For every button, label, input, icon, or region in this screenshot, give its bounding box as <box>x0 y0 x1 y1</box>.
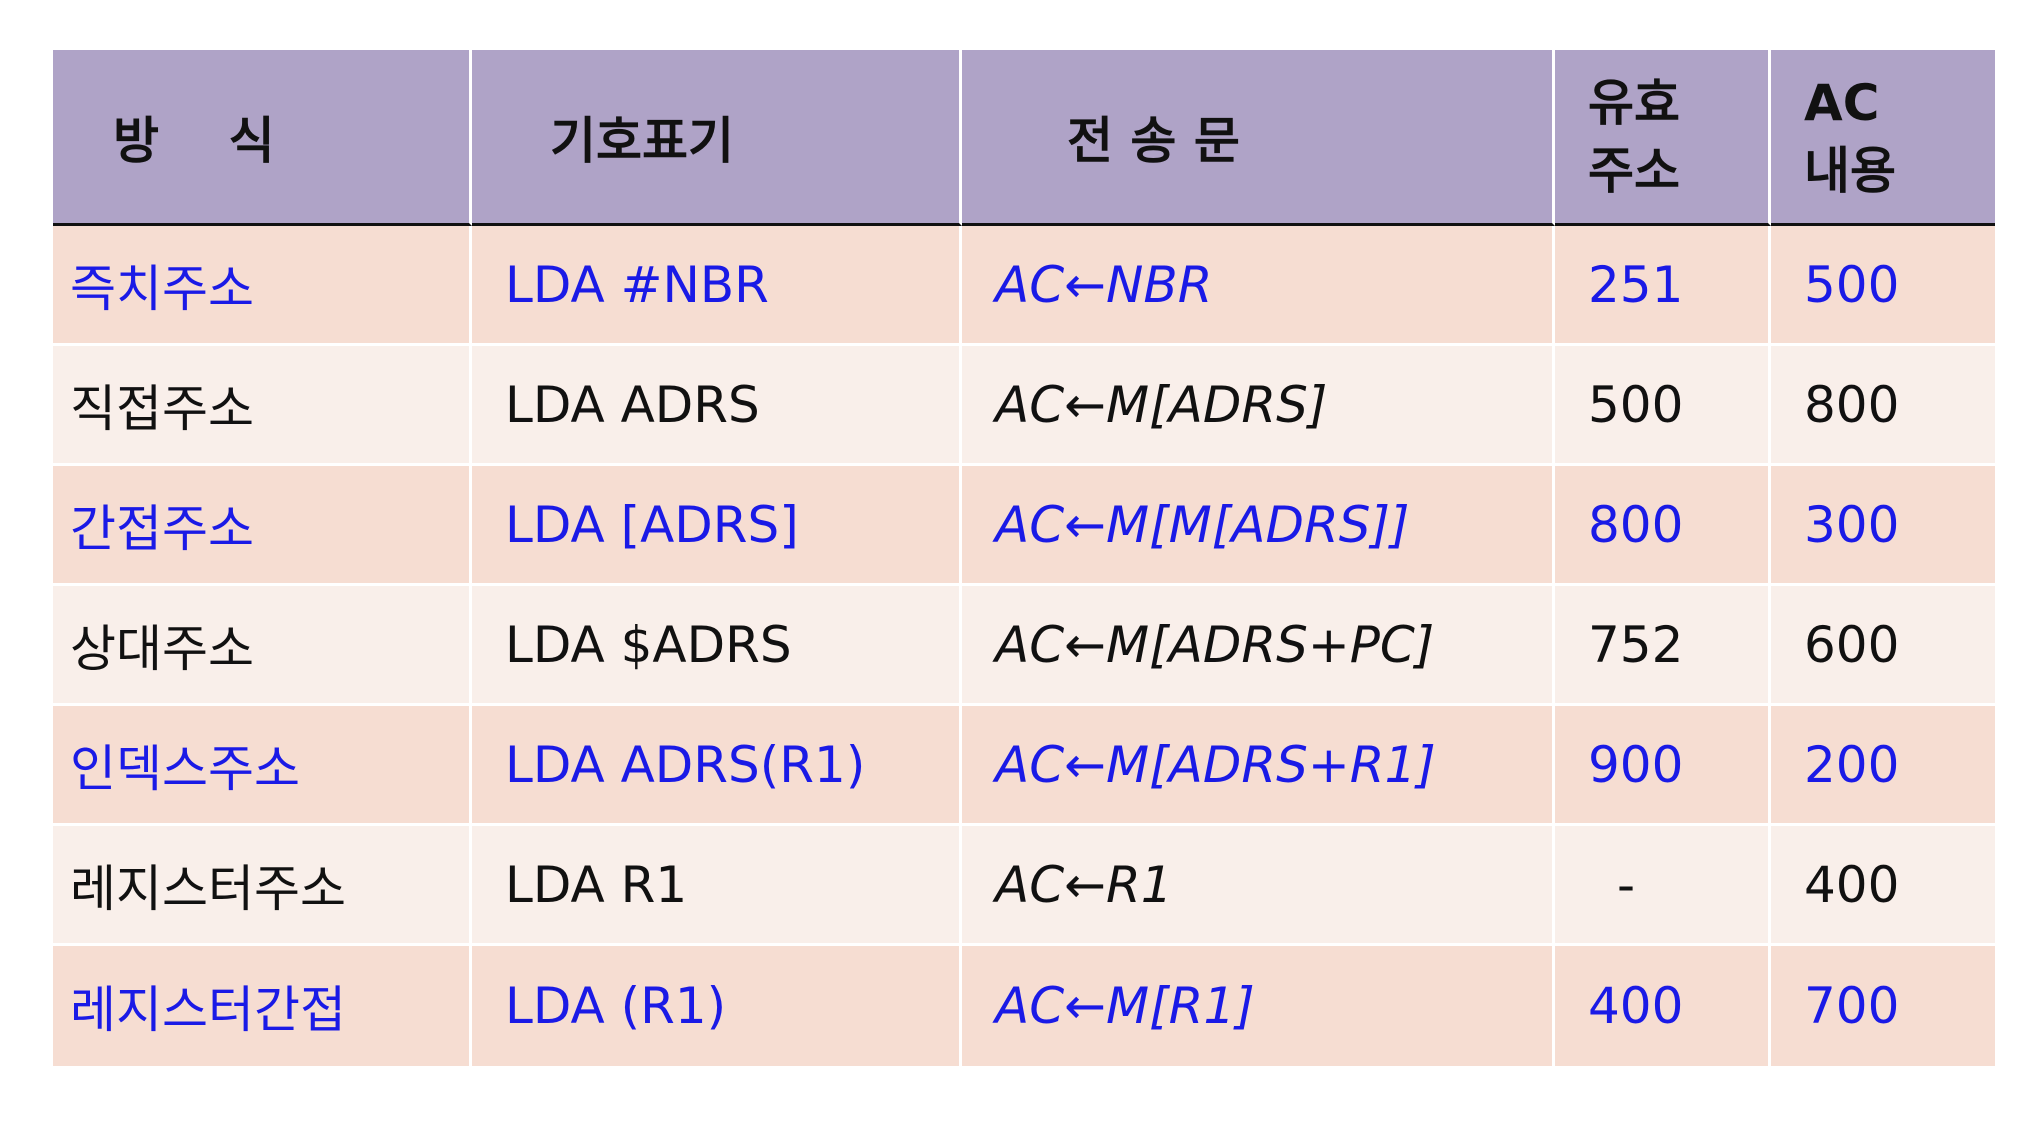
cell-effective-address: 400 <box>1555 946 1771 1066</box>
cell-transfer: AC←M[ADRS] <box>962 346 1555 466</box>
cell-transfer-text: AC←M[ADRS] <box>995 375 1328 434</box>
cell-mode: 직접주소 <box>53 346 472 466</box>
cell-transfer: AC←M[ADRS+PC] <box>962 586 1555 706</box>
cell-mode-text: 직접주소 <box>70 379 254 438</box>
cell-notation: LDA (R1) <box>472 946 962 1066</box>
cell-ac-content: 600 <box>1771 586 1995 706</box>
cell-effective-address: 500 <box>1555 346 1771 466</box>
cell-transfer-text: AC←M[M[ADRS]] <box>995 495 1410 554</box>
cell-effective-address-text: 800 <box>1588 495 1684 554</box>
cell-effective-address-text: 400 <box>1588 977 1684 1035</box>
cell-effective-address-text: - <box>1617 855 1636 914</box>
cell-notation: LDA ADRS <box>472 346 962 466</box>
header-notation: 기호표기 <box>472 50 962 226</box>
cell-notation-text: LDA ADRS <box>505 375 760 434</box>
cell-effective-address-text: 752 <box>1588 615 1684 674</box>
cell-notation: LDA ADRS(R1) <box>472 706 962 826</box>
cell-effective-address: 900 <box>1555 706 1771 826</box>
cell-mode-text: 레지스터주소 <box>70 859 346 918</box>
cell-transfer: AC←R1 <box>962 826 1555 946</box>
cell-notation-text: LDA (R1) <box>505 977 727 1035</box>
cell-mode: 즉치주소 <box>53 226 472 346</box>
cell-transfer: AC←M[ADRS+R1] <box>962 706 1555 826</box>
cell-ac-content-text: 200 <box>1804 735 1900 794</box>
cell-notation-text: LDA [ADRS] <box>505 495 799 554</box>
cell-mode: 레지스터주소 <box>53 826 472 946</box>
cell-mode: 상대주소 <box>53 586 472 706</box>
cell-effective-address-text: 500 <box>1588 375 1684 434</box>
cell-ac-content-text: 700 <box>1804 977 1900 1035</box>
cell-mode-text: 인덱스주소 <box>70 739 300 798</box>
header-mode: 방 식 <box>53 50 472 226</box>
cell-notation: LDA [ADRS] <box>472 466 962 586</box>
cell-ac-content: 300 <box>1771 466 1995 586</box>
cell-ac-content: 200 <box>1771 706 1995 826</box>
cell-mode: 인덱스주소 <box>53 706 472 826</box>
cell-transfer: AC←M[R1] <box>962 946 1555 1066</box>
cell-ac-content-text: 500 <box>1804 255 1900 314</box>
cell-effective-address: - <box>1555 826 1771 946</box>
cell-effective-address: 752 <box>1555 586 1771 706</box>
header-effective-address: 유효 주소 <box>1555 50 1771 226</box>
cell-effective-address-text: 900 <box>1588 735 1684 794</box>
cell-transfer: AC←NBR <box>962 226 1555 346</box>
cell-ac-content-text: 400 <box>1804 855 1900 914</box>
cell-notation: LDA #NBR <box>472 226 962 346</box>
cell-effective-address-text: 251 <box>1588 255 1684 314</box>
cell-notation-text: LDA R1 <box>505 855 688 914</box>
cell-ac-content: 800 <box>1771 346 1995 466</box>
cell-ac-content: 700 <box>1771 946 1995 1066</box>
cell-transfer-text: AC←M[R1] <box>995 977 1255 1035</box>
cell-mode: 레지스터간접 <box>53 946 472 1066</box>
addressing-modes-table: 방 식 기호표기 전 송 문 유효 주소 AC 내용 즉치주소 LDA #NBR A… <box>53 50 1995 1066</box>
cell-transfer-text: AC←NBR <box>995 255 1213 314</box>
cell-transfer-text: AC←M[ADRS+R1] <box>995 735 1436 794</box>
cell-mode-text: 상대주소 <box>70 619 254 678</box>
cell-transfer-text: AC←M[ADRS+PC] <box>995 615 1435 674</box>
cell-notation: LDA R1 <box>472 826 962 946</box>
header-transfer: 전 송 문 <box>962 50 1555 226</box>
cell-ac-content-text: 800 <box>1804 375 1900 434</box>
cell-transfer: AC←M[M[ADRS]] <box>962 466 1555 586</box>
cell-transfer-text: AC←R1 <box>995 855 1173 914</box>
cell-ac-content: 500 <box>1771 226 1995 346</box>
cell-ac-content-text: 300 <box>1804 495 1900 554</box>
cell-effective-address: 251 <box>1555 226 1771 346</box>
cell-ac-content-text: 600 <box>1804 615 1900 674</box>
cell-notation-text: LDA #NBR <box>505 255 769 314</box>
cell-mode-text: 간접주소 <box>70 499 254 558</box>
cell-notation-text: LDA $ADRS <box>505 615 792 674</box>
cell-notation: LDA $ADRS <box>472 586 962 706</box>
cell-effective-address: 800 <box>1555 466 1771 586</box>
cell-mode-text: 즉치주소 <box>70 259 254 318</box>
cell-mode-text: 레지스터간접 <box>70 981 346 1039</box>
cell-notation-text: LDA ADRS(R1) <box>505 735 866 794</box>
cell-ac-content: 400 <box>1771 826 1995 946</box>
header-ac-content: AC 내용 <box>1771 50 1995 226</box>
cell-mode: 간접주소 <box>53 466 472 586</box>
